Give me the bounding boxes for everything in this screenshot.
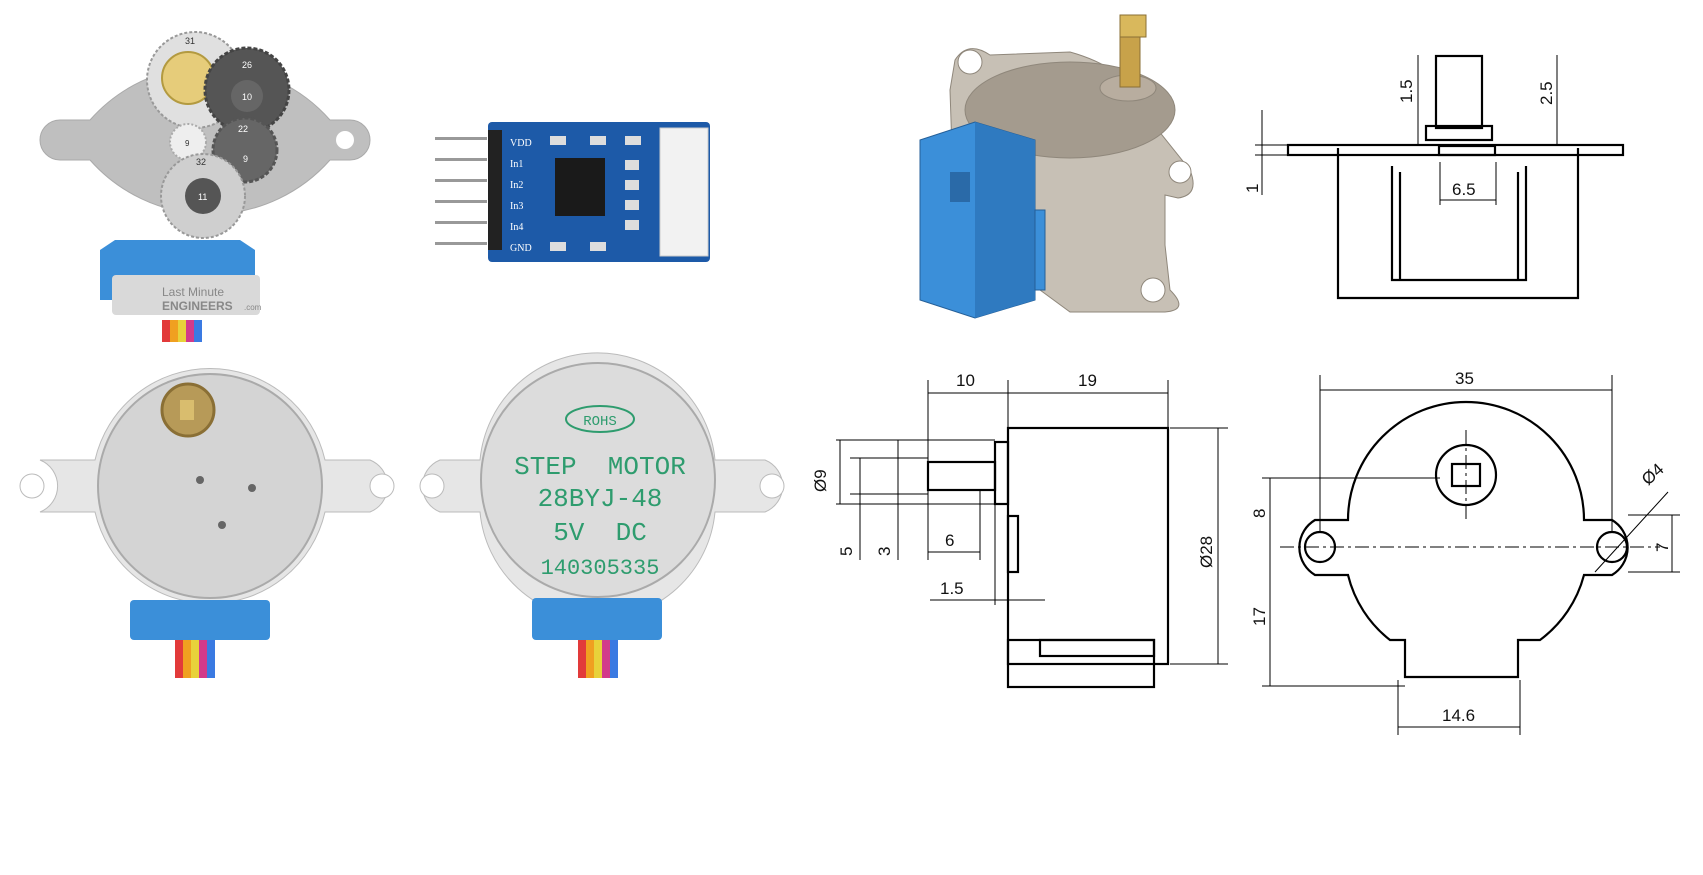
header-pins [435,130,502,250]
dim-shaft-flat: 3 [875,547,894,556]
label-step-motor: STEP MOTOR [514,452,686,482]
dim-shaft-length: 10 [956,371,975,390]
pin-label-in4: In4 [510,222,523,233]
gear-number: 11 [198,192,207,202]
dim-boss-height: 1.5 [940,579,964,598]
gear-number: 32 [196,157,206,167]
gear-32: 32 11 [160,153,246,239]
watermark-suffix: .com [244,303,262,312]
gear-number: 10 [242,92,252,102]
dim-flange-offset: 2.5 [1537,81,1556,105]
dim-shaft-diameter: 5 [837,547,856,556]
label-voltage: 5V DC [553,518,647,548]
gear-number: 22 [238,124,248,134]
motor-back-photo [19,367,395,678]
rohs-badge: ROHS [583,414,617,430]
watermark-line1: Last Minute [162,285,224,299]
dim-shaft-offset-front: 8 [1250,509,1269,518]
dim-shaft-offset: 1.5 [1397,79,1416,103]
dim-mount-spacing: 35 [1455,369,1474,388]
dim-body-depth: 19 [1078,371,1097,390]
motor-3d-render [919,14,1194,319]
drawing-front-view: 35 Ø4 8 7 17 14.6 [1250,369,1680,735]
dim-center-to-bottom: 17 [1250,607,1269,626]
dim-tab-height: 7 [1653,543,1672,552]
dim-flange-thickness: 1 [1243,184,1262,193]
gear-26: 26 10 [203,46,291,134]
label-plate [112,275,260,315]
gear-train-illustration: 31 26 10 9 22 9 32 11 Last Minute ENGINE… [21,31,371,342]
dim-mount-hole: Ø4 [1638,460,1668,489]
motor-label-photo: ROHS STEP MOTOR 28BYJ-48 5V DC 140305335 [419,352,785,678]
label-model: 28BYJ-48 [538,484,663,514]
gear-number: 9 [243,154,248,164]
dim-flat-length: 6 [945,531,954,550]
watermark-line2: ENGINEERS [162,299,233,313]
dim-connector-width: 14.6 [1442,706,1475,725]
dim-shaft-width: 6.5 [1452,180,1476,199]
gear-number: 9 [185,139,190,148]
drawing-top-view: 1.5 2.5 1 6.5 [1243,54,1625,300]
label-serial: 140305335 [541,556,660,581]
pin-label-in2: In2 [510,180,523,191]
uln2003-driver-board: VDD In1 In2 In3 In4 GND [435,122,710,262]
pin-label-in3: In3 [510,201,523,212]
dim-boss-diameter: Ø9 [811,469,830,492]
pin-label-gnd: GND [510,243,532,254]
gear-number: 31 [185,36,195,46]
pin-label-in1: In1 [510,159,523,170]
pin-label-vdd: VDD [510,138,532,149]
ic-chip [555,158,605,216]
drawing-side-view: 10 19 Ø9 5 3 6 1.5 Ø28 [811,371,1228,689]
gear-number: 26 [242,60,252,70]
dim-body-diameter: Ø28 [1197,536,1216,568]
